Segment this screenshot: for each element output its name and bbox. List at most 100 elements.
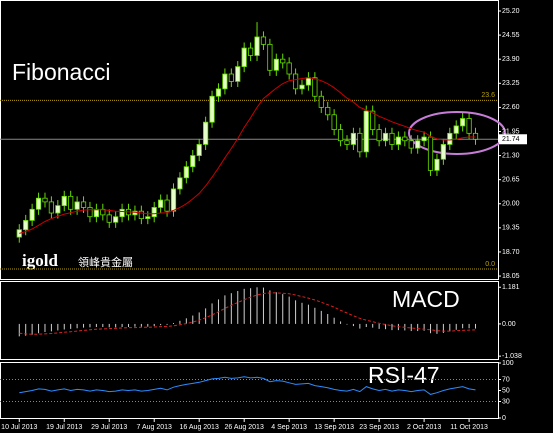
candle-body (68, 195, 74, 210)
y-tick-label: 100 (502, 360, 514, 367)
y-tick-label: 50 (502, 387, 510, 394)
y-tick-label: 23.90 (502, 56, 520, 63)
candle-body (325, 106, 331, 116)
candle-body (35, 197, 42, 210)
y-tick-label: 25.20 (502, 8, 520, 15)
candle-body (376, 129, 382, 142)
candle-body (267, 43, 273, 71)
macd-signal (19, 292, 476, 335)
y-tick-label: 18.05 (502, 273, 520, 280)
candle-body (280, 58, 286, 64)
y-tick-label: 1.181 (502, 284, 520, 291)
candle-body (370, 110, 376, 131)
candle-body (196, 144, 202, 156)
x-tick-label: 4 Sep 2013 (271, 424, 307, 431)
candle-body (344, 140, 350, 145)
candle-body (170, 188, 177, 212)
candle-body (183, 166, 189, 179)
candle-body (203, 121, 209, 145)
candle-body (286, 62, 292, 75)
last-price-box (499, 134, 527, 145)
candle-body (440, 144, 446, 160)
candle-body (61, 195, 67, 207)
candle-body (408, 140, 414, 149)
x-tick-label: 26 Aug 2013 (225, 424, 264, 431)
candle-body (350, 132, 357, 145)
candle-body (427, 136, 434, 171)
candle-body (331, 114, 337, 131)
y-tick-label: 19.35 (502, 225, 520, 232)
candle-body (318, 95, 324, 108)
y-tick-label: 20.00 (502, 201, 520, 208)
watermark-cn: 領峰貴金屬 (78, 255, 133, 269)
candle-body (235, 66, 241, 82)
y-tick-label: 20.65 (502, 177, 520, 184)
candle-body (190, 155, 196, 168)
candle-body (248, 47, 254, 56)
x-tick-label: 29 Jul 2013 (91, 424, 127, 431)
candle-body (80, 201, 87, 208)
y-tick-label: -1.038 (502, 353, 522, 360)
candle-body (395, 136, 402, 145)
candle-body (23, 220, 29, 231)
candle-body (93, 208, 99, 218)
candle-body (119, 208, 125, 218)
candle-body (415, 140, 421, 149)
y-tick-label: 30 (502, 398, 510, 405)
moving-average (19, 77, 476, 234)
candle-body (87, 207, 93, 218)
rsi-title: RSI-47 (368, 362, 440, 388)
fib-level-label: 23.6 (481, 92, 495, 99)
candle-body (106, 214, 112, 223)
macd-panel (0, 281, 499, 360)
candle-body (16, 229, 22, 238)
y-tick-label: 24.55 (502, 32, 520, 39)
candle-body (460, 118, 466, 127)
x-tick-label: 13 Sep 2013 (314, 424, 354, 431)
y-tick-label: 21.95 (502, 128, 520, 135)
y-tick-label: 23.25 (502, 80, 520, 87)
y-tick-label: 0.00 (502, 321, 516, 328)
x-tick-label: 11 Oct 2013 (450, 424, 488, 431)
y-tick-label: 18.70 (502, 249, 520, 256)
candle-body (434, 158, 440, 171)
candle-body (145, 216, 151, 219)
candle-body (472, 132, 479, 140)
candle-body (305, 77, 312, 86)
highlight-ellipse (408, 111, 506, 155)
candle-body (113, 216, 119, 223)
candle-body (241, 47, 247, 68)
x-tick-label: 7 Aug 2013 (137, 424, 173, 431)
candle-body (357, 132, 363, 153)
candle-body (299, 84, 305, 90)
candle-body (158, 199, 164, 208)
candle-body (466, 118, 472, 134)
candle-body (215, 88, 222, 97)
candle-body (363, 110, 369, 153)
candle-body (292, 73, 299, 90)
macd-title: MACD (392, 286, 460, 312)
candle-body (151, 207, 157, 218)
x-tick-label: 23 Sep 2013 (359, 424, 399, 431)
x-tick-label: 16 Aug 2013 (180, 424, 219, 431)
x-tick-label: 10 Jul 2013 (1, 424, 37, 431)
candle-body (138, 210, 144, 219)
y-tick-label: 22.60 (502, 104, 520, 111)
candle-body (29, 208, 35, 221)
candle-body (260, 36, 267, 45)
candle-body (273, 58, 279, 71)
candle-body (42, 197, 48, 203)
candle-body (177, 177, 183, 190)
candle-body (389, 132, 395, 145)
candle-body (337, 129, 344, 142)
candle-body (55, 205, 61, 214)
x-tick-label: 2 Oct 2013 (407, 424, 441, 431)
candle-body (312, 77, 318, 97)
candle-body (222, 73, 228, 90)
candle-body (228, 73, 234, 82)
rsi-line (19, 376, 476, 395)
candle-body (164, 199, 170, 212)
candle-body (48, 201, 55, 214)
watermark: igold (22, 251, 58, 270)
